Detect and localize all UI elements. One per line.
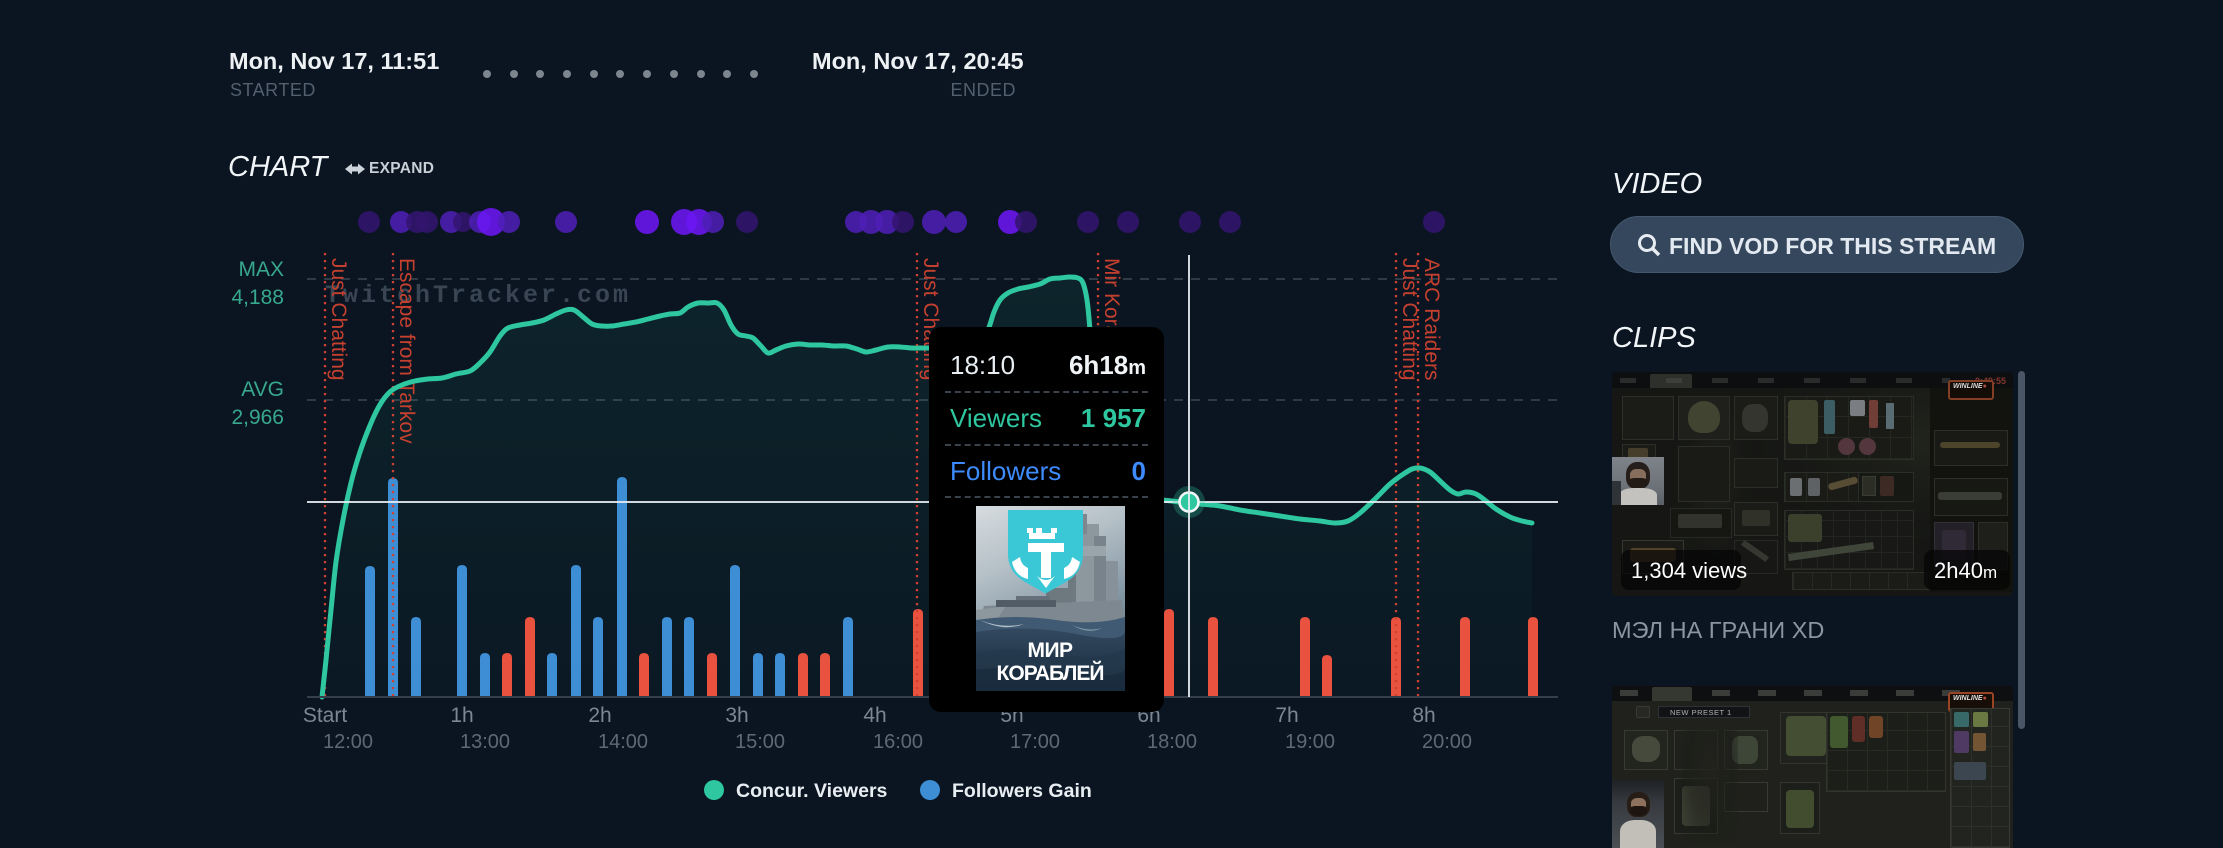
svg-text:Start: Start xyxy=(303,704,348,727)
svg-text:AVG: AVG xyxy=(241,378,284,401)
svg-text:Concur. Viewers: Concur. Viewers xyxy=(736,780,888,802)
svg-text:7h: 7h xyxy=(1275,704,1298,727)
svg-text:4,188: 4,188 xyxy=(231,286,284,309)
svg-text:1h: 1h xyxy=(450,704,473,727)
svg-text:TwitchTracker.com: TwitchTracker.com xyxy=(325,281,631,310)
svg-text:4h: 4h xyxy=(863,704,886,727)
svg-text:14:00: 14:00 xyxy=(598,731,648,753)
svg-text:МИР: МИР xyxy=(1027,639,1073,662)
svg-text:16:00: 16:00 xyxy=(873,731,923,753)
svg-text:Escape from Tarkov: Escape from Tarkov xyxy=(395,258,418,444)
svg-text:13:00: 13:00 xyxy=(460,731,510,753)
svg-text:15:00: 15:00 xyxy=(735,731,785,753)
svg-text:17:00: 17:00 xyxy=(1010,731,1060,753)
svg-text:Followers Gain: Followers Gain xyxy=(952,780,1092,802)
svg-text:12:00: 12:00 xyxy=(323,731,373,753)
svg-text:КОРАБЛЕЙ: КОРАБЛЕЙ xyxy=(997,661,1104,685)
svg-text:18:00: 18:00 xyxy=(1147,731,1197,753)
svg-text:2h: 2h xyxy=(588,704,611,727)
svg-text:ARC Raiders: ARC Raiders xyxy=(1420,258,1443,381)
svg-text:19:00: 19:00 xyxy=(1285,731,1335,753)
svg-text:Just Chatting: Just Chatting xyxy=(1398,258,1421,381)
svg-text:3h: 3h xyxy=(725,704,748,727)
svg-text:8h: 8h xyxy=(1412,704,1435,727)
svg-text:2,966: 2,966 xyxy=(231,406,284,429)
svg-text:Just Chatting: Just Chatting xyxy=(327,258,350,381)
svg-text:MAX: MAX xyxy=(238,258,284,281)
svg-text:20:00: 20:00 xyxy=(1422,731,1472,753)
